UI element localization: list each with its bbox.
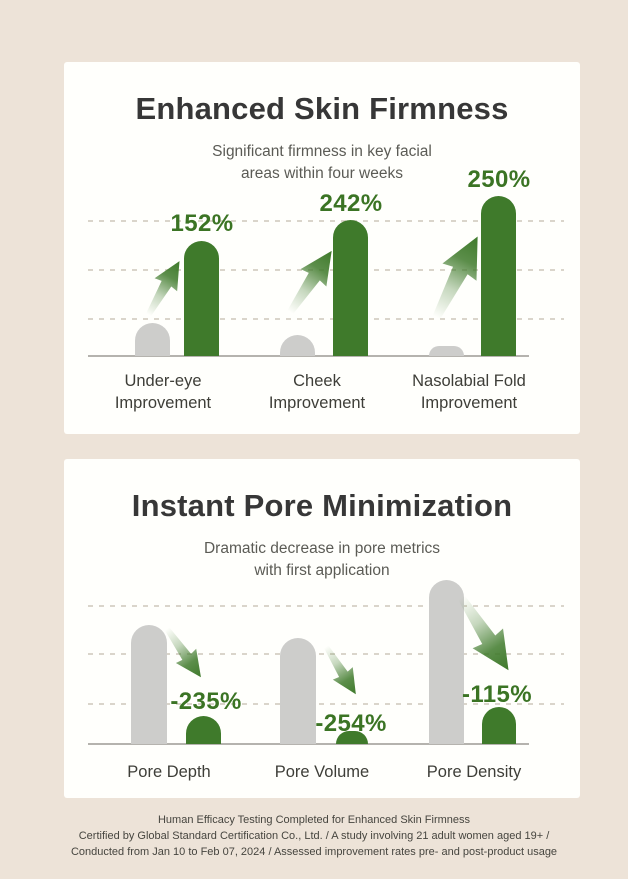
gridline (88, 605, 564, 607)
category-label: Under-eye Improvement (114, 372, 212, 412)
value-label: 152% (170, 210, 234, 237)
category-label: Pore Volume (274, 763, 370, 781)
after-bar (482, 707, 516, 744)
value-label: -254% (315, 710, 387, 737)
gridline (88, 318, 564, 320)
value-label: 242% (319, 190, 383, 217)
pore-subtitle-line2: with first application (254, 562, 390, 579)
increase-arrow-icon (432, 236, 478, 320)
value-label: -115% (461, 681, 533, 708)
improvement-bar (333, 220, 368, 356)
category-label: Cheek Improvement (268, 372, 366, 412)
axis-baseline (88, 355, 529, 357)
footer-line1: Human Efficacy Testing Completed for Enh… (157, 814, 471, 826)
firmness-title: Enhanced Skin Firmness (135, 91, 509, 126)
after-bar (336, 731, 368, 744)
decrease-arrow-icon (324, 645, 356, 695)
decrease-arrow-icon (164, 627, 201, 678)
increase-arrow-icon (146, 261, 180, 317)
firmness-subtitle-line2: areas within four weeks (241, 165, 403, 182)
decrease-arrow-icon (458, 595, 509, 671)
baseline-bar (280, 335, 315, 356)
before-bar (429, 580, 464, 744)
footer-line3: Conducted from Jan 10 to Feb 07, 2024 / … (70, 846, 558, 858)
gridline (88, 220, 564, 222)
value-label: 250% (467, 166, 531, 193)
increase-arrow-icon (287, 250, 332, 315)
improvement-bar (481, 196, 516, 356)
baseline-bar (429, 346, 464, 356)
axis-baseline (88, 743, 529, 745)
pore-subtitle-line1: Dramatic decrease in pore metrics (203, 540, 441, 557)
before-bar (280, 638, 316, 744)
gridline (88, 703, 564, 705)
value-label: -235% (170, 688, 242, 715)
firmness-subtitle-line1: Significant firmness in key facial (212, 143, 432, 160)
after-bar (186, 716, 221, 744)
category-label: Nasolabial Fold Improvement (412, 372, 526, 412)
gridline (88, 653, 564, 655)
improvement-bar (184, 241, 219, 356)
baseline-bar (135, 323, 170, 356)
category-label: Pore Depth (127, 763, 211, 781)
pore-title: Instant Pore Minimization (131, 488, 513, 523)
category-label: Pore Density (426, 763, 522, 781)
footer-disclaimer: Human Efficacy Testing Completed for Enh… (0, 812, 628, 860)
firmness-panel: Enhanced Skin Firmness Significant firmn… (64, 62, 580, 434)
footer-line2: Certified by Global Standard Certificati… (78, 830, 550, 842)
firmness-subtitle: Significant firmness in key facial areas… (64, 141, 580, 185)
before-bar (131, 625, 167, 744)
pore-subtitle: Dramatic decrease in pore metrics with f… (64, 538, 580, 582)
pore-panel: Instant Pore Minimization Dramatic decre… (64, 459, 580, 798)
